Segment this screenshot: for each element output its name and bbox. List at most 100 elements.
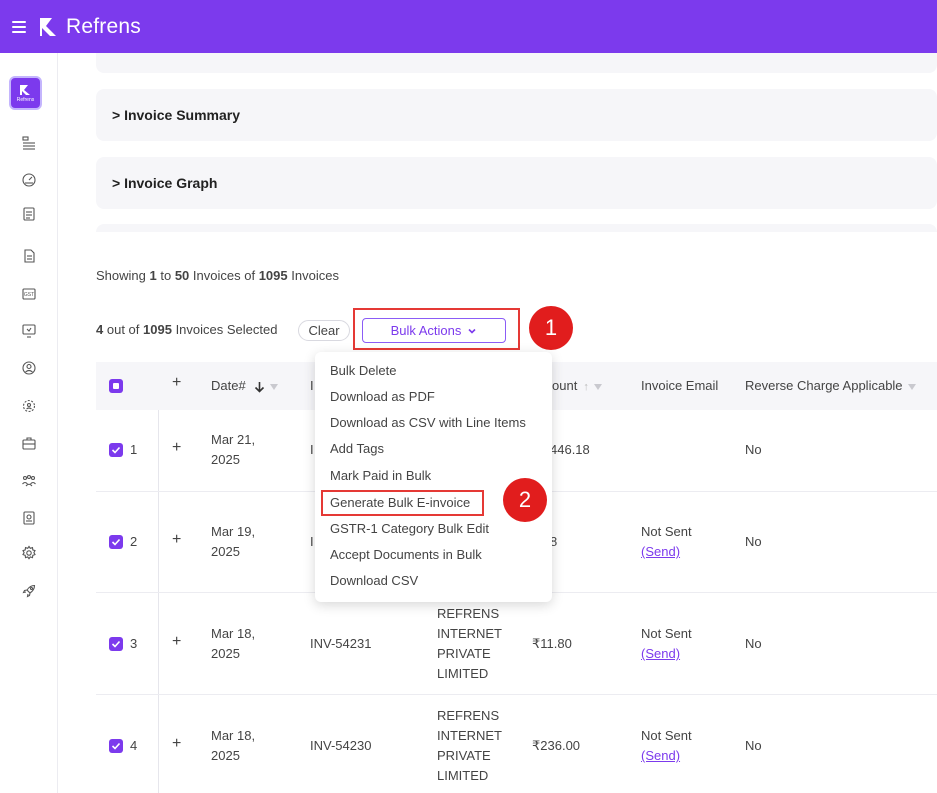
selection-count-text: 4 out of 1095 Invoices Selected	[96, 322, 278, 337]
sort-down-icon[interactable]	[254, 381, 265, 393]
invoice-icon[interactable]	[21, 248, 37, 264]
row-reverse-charge: No	[745, 442, 762, 457]
invoice-email-column-header[interactable]: Invoice Email	[641, 378, 719, 393]
row-date: Mar 18, 2025	[211, 728, 256, 763]
sidebar-logo-text: Refrens	[16, 96, 35, 103]
rocket-icon[interactable]	[21, 583, 37, 599]
expand-row-icon[interactable]: +	[172, 531, 182, 548]
invoice-column-header[interactable]: I	[310, 378, 314, 393]
row-reverse-charge: No	[745, 636, 762, 651]
row-checkbox[interactable]	[109, 739, 123, 753]
row-number: 2	[130, 534, 138, 549]
column-divider	[158, 410, 159, 793]
menu-item-accept-documents[interactable]: Accept Documents in Bulk	[330, 547, 482, 562]
svg-text:GST: GST	[24, 292, 34, 298]
top-bar: Refrens	[0, 0, 937, 53]
collapsed-panel-top	[96, 53, 937, 73]
row-email-status: Not Sent (Send)	[641, 728, 692, 763]
send-email-link[interactable]: (Send)	[641, 748, 681, 763]
menu-item-download-pdf[interactable]: Download as PDF	[330, 389, 435, 404]
annotation-box-2	[321, 490, 484, 516]
row-date: Mar 21, 2025	[211, 432, 256, 467]
row-client-name: REFRENS INTERNET PRIVATE LIMITED	[437, 606, 502, 681]
row-client-name: REFRENS INTERNET PRIVATE LIMITED	[437, 708, 502, 783]
document-icon[interactable]	[21, 206, 37, 222]
list-icon[interactable]	[21, 135, 37, 151]
menu-item-generate-bulk-einvoice[interactable]: Generate Bulk E-invoice	[330, 495, 471, 510]
row-invoice-number[interactable]: I	[310, 534, 314, 549]
menu-item-download-csv[interactable]: Download CSV	[330, 573, 419, 588]
invoice-graph-panel[interactable]: > Invoice Graph	[96, 157, 937, 209]
monitor-icon[interactable]	[21, 323, 37, 339]
row-date: Mar 18, 2025	[211, 626, 256, 661]
refrens-mini-logo-icon	[19, 84, 30, 95]
sort-up-icon[interactable]: ↑	[583, 381, 589, 393]
hamburger-menu-icon[interactable]	[12, 20, 26, 33]
filter-icon[interactable]	[593, 384, 602, 390]
team-icon[interactable]	[21, 473, 37, 489]
menu-item-add-tags[interactable]: Add Tags	[330, 441, 384, 456]
row-number: 4	[130, 738, 138, 753]
annotation-box-1	[353, 308, 520, 350]
bulk-actions-button[interactable]: Bulk Actions	[362, 318, 506, 343]
table-row[interactable]: 4 + Mar 18, 2025 INV-54230 REFRENS INTERNE…	[96, 695, 937, 793]
row-number: 3	[130, 636, 138, 651]
amount-column-header[interactable]: ount ↑	[552, 376, 602, 397]
annotation-badge-1: 1	[529, 306, 573, 350]
briefcase-icon[interactable]	[21, 435, 37, 451]
row-date: Mar 19, 2025	[211, 524, 256, 559]
user-circle-icon[interactable]	[21, 360, 37, 376]
filter-icon[interactable]	[270, 384, 279, 390]
menu-item-mark-paid[interactable]: Mark Paid in Bulk	[330, 468, 432, 483]
invoice-summary-title[interactable]: > Invoice Summary	[112, 107, 241, 123]
row-checkbox[interactable]	[109, 535, 123, 549]
expand-row-icon[interactable]: +	[172, 633, 182, 650]
settings-icon[interactable]	[21, 545, 37, 561]
row-email-status: Not Sent (Send)	[641, 524, 692, 559]
chevron-down-icon	[468, 328, 476, 334]
showing-count-text: Showing 1 to 50 Invoices of 1095 Invoice…	[96, 268, 339, 283]
refrens-logo-icon	[40, 17, 56, 36]
row-invoice-number[interactable]: I	[310, 442, 314, 457]
reverse-charge-column-header[interactable]: Reverse Charge Applicable	[745, 376, 916, 396]
annotation-badge-2: 2	[503, 478, 547, 522]
menu-item-download-csv-line-items[interactable]: Download as CSV with Line Items	[330, 415, 526, 430]
invoice-graph-title[interactable]: > Invoice Graph	[112, 175, 218, 191]
certificate-icon[interactable]	[21, 510, 37, 526]
send-email-link[interactable]: (Send)	[641, 646, 681, 661]
sidebar-logo[interactable]: Refrens	[9, 76, 42, 110]
bulk-actions-menu: Bulk Delete Download as PDF Download as …	[315, 352, 552, 602]
invoice-summary-panel[interactable]: > Invoice Summary	[96, 89, 937, 141]
row-reverse-charge: No	[745, 534, 762, 549]
table-row[interactable]: 3 + Mar 18, 2025 INV-54231 REFRENS INTERNE…	[96, 593, 937, 695]
menu-item-bulk-delete[interactable]: Bulk Delete	[330, 363, 397, 378]
panel-bottom-edge	[96, 224, 937, 232]
row-amount: 8	[550, 534, 558, 549]
clear-selection-button[interactable]: Clear	[298, 320, 350, 341]
date-column-header[interactable]: Date#	[211, 376, 279, 396]
row-invoice-number[interactable]: INV-54231	[310, 636, 372, 651]
gear-users-icon[interactable]	[21, 398, 37, 414]
sidebar: Refrens GST	[0, 53, 58, 793]
row-checkbox[interactable]	[109, 637, 123, 651]
refrens-logo[interactable]: Refrens	[38, 15, 141, 39]
bulk-actions-label: Bulk Actions	[390, 323, 462, 338]
menu-item-gstr1-bulk-edit[interactable]: GSTR-1 Category Bulk Edit	[330, 521, 489, 536]
send-email-link[interactable]: (Send)	[641, 544, 681, 559]
speedometer-icon[interactable]	[21, 171, 37, 187]
row-checkbox[interactable]	[109, 443, 123, 457]
filter-icon[interactable]	[907, 384, 916, 390]
row-amount: 446.18	[550, 442, 590, 457]
row-amount: ₹11.80	[532, 636, 572, 651]
row-reverse-charge: No	[745, 738, 762, 753]
select-all-checkbox[interactable]	[109, 379, 123, 393]
row-email-status: Not Sent (Send)	[641, 626, 692, 661]
app-name: Refrens	[66, 14, 141, 38]
row-amount: ₹236.00	[532, 738, 581, 753]
expand-all-icon[interactable]: +	[172, 374, 182, 391]
expand-row-icon[interactable]: +	[172, 735, 182, 752]
expand-row-icon[interactable]: +	[172, 439, 182, 456]
row-number: 1	[130, 442, 138, 457]
row-invoice-number[interactable]: INV-54230	[310, 738, 372, 753]
gst-icon[interactable]: GST	[21, 286, 37, 302]
